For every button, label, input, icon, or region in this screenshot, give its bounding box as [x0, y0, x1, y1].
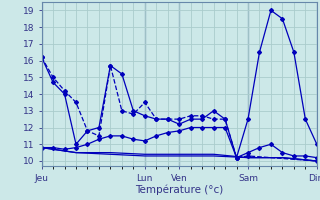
X-axis label: Température (°c): Température (°c) — [135, 184, 223, 195]
